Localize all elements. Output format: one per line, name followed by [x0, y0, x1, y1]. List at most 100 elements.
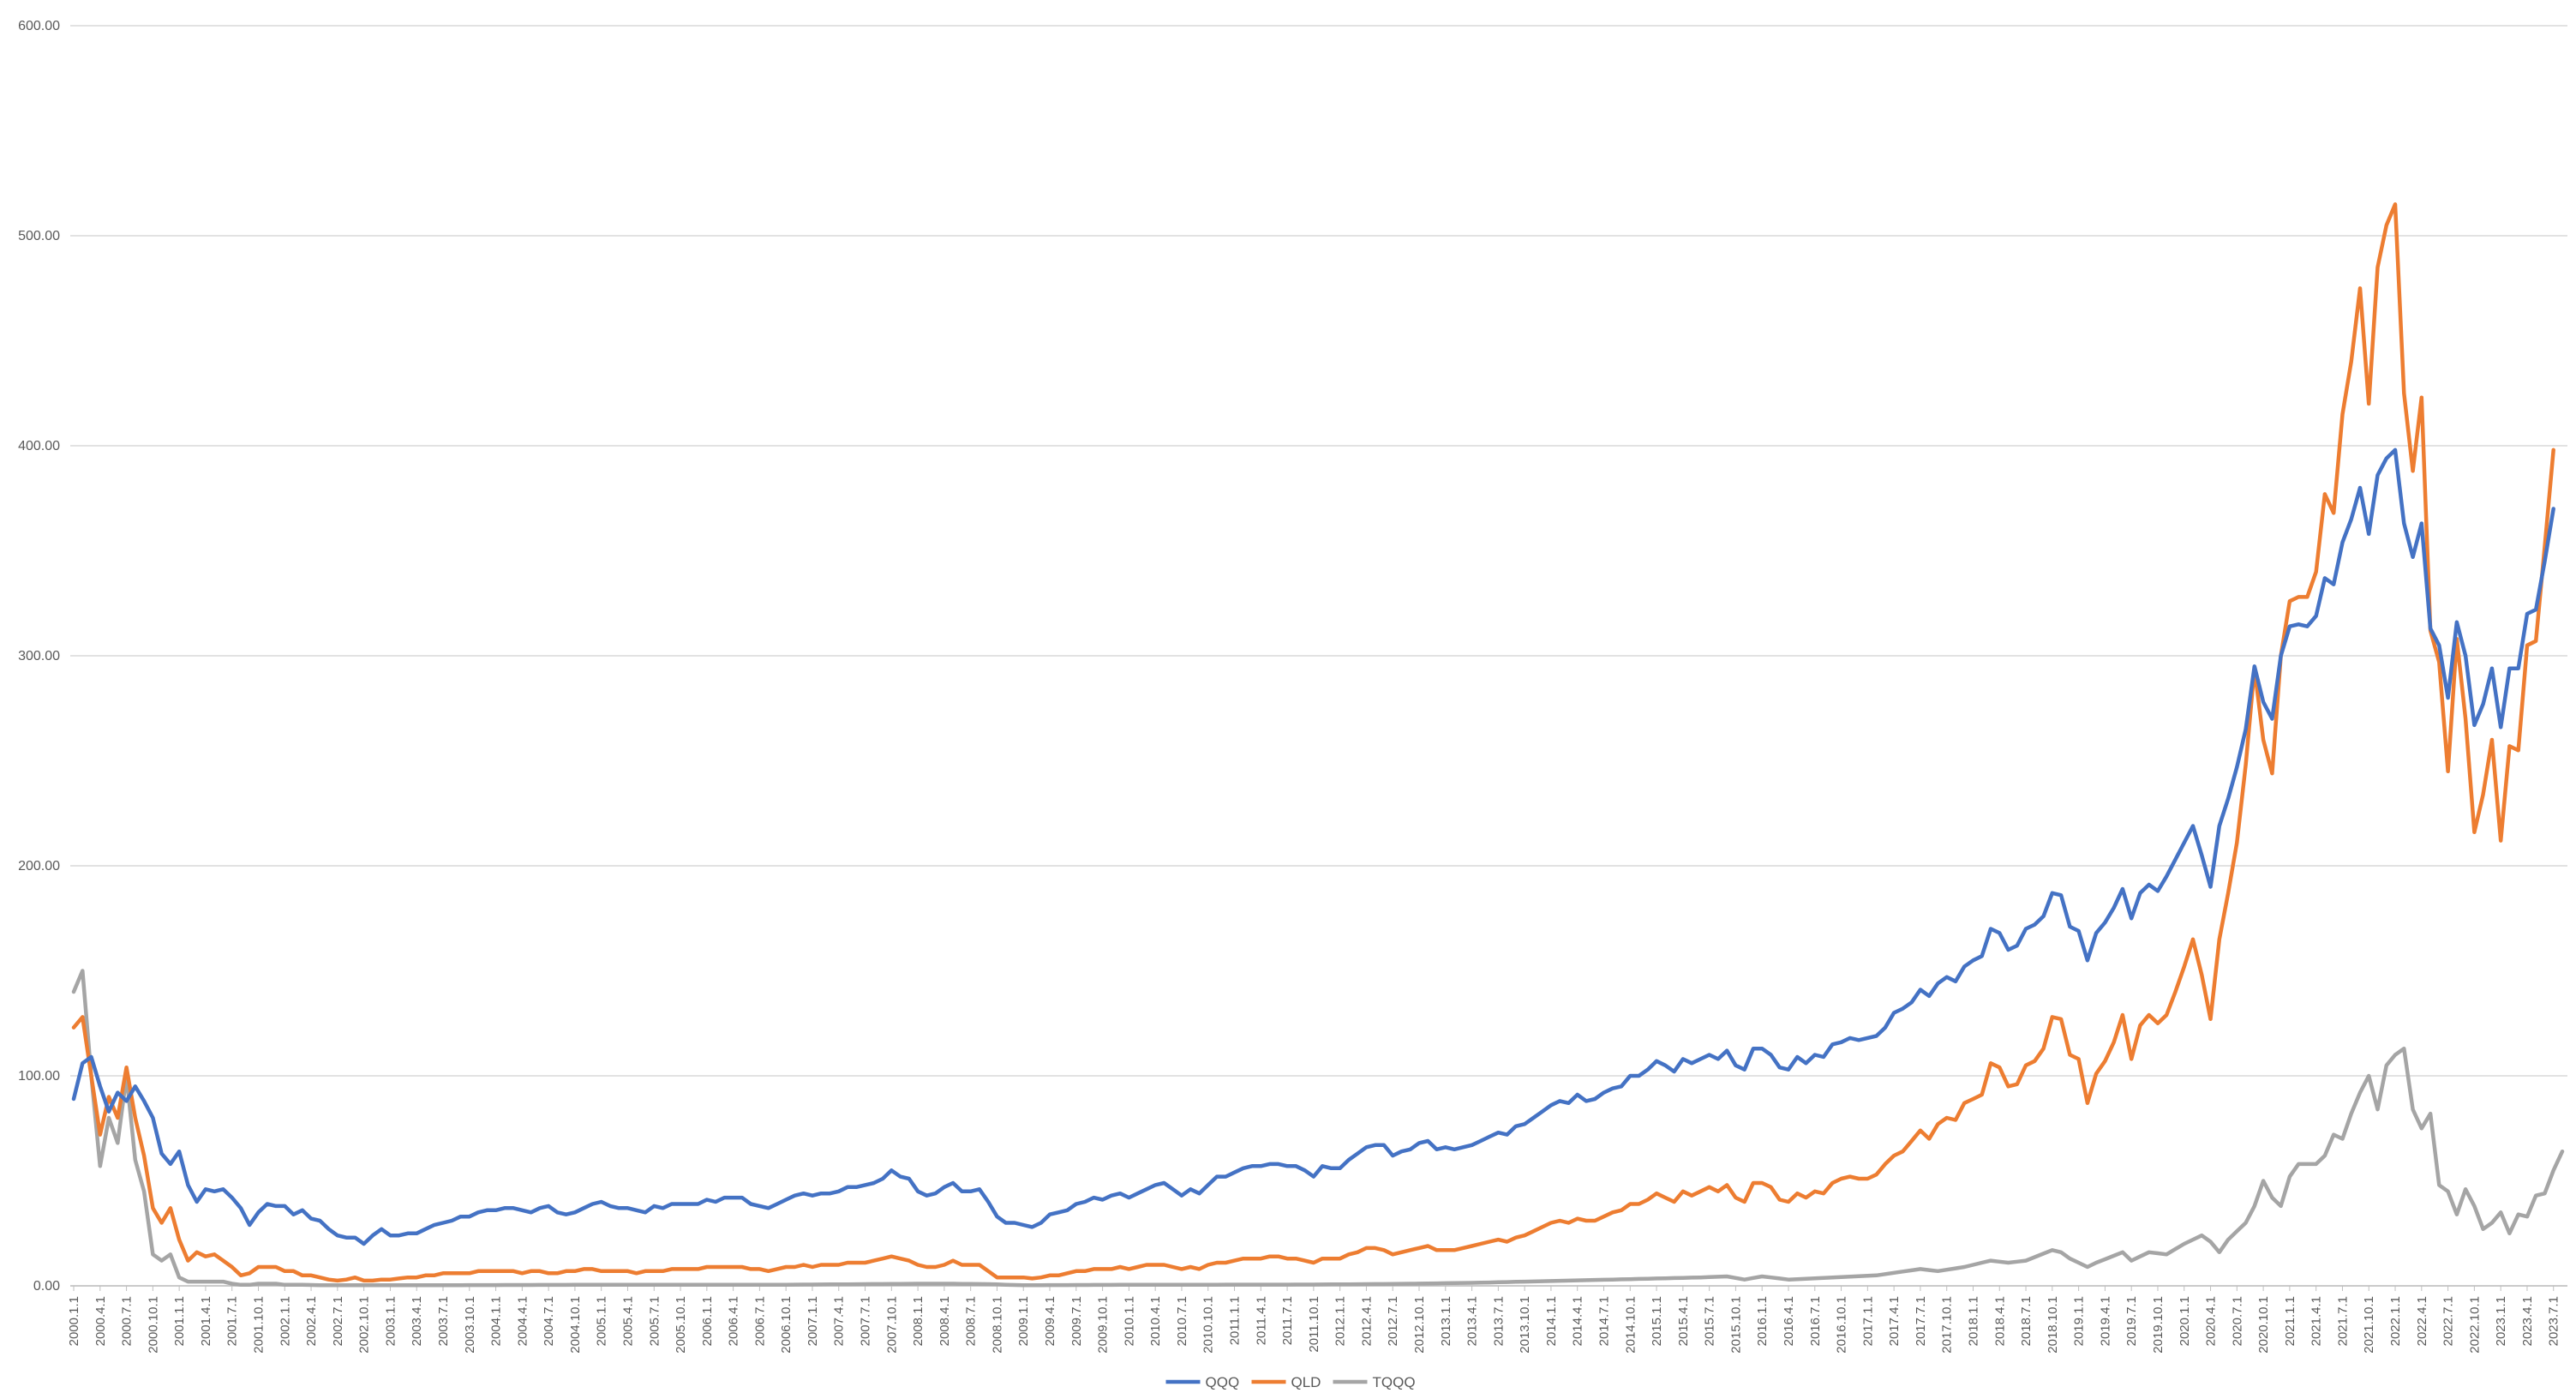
- y-tick-label: 0.00: [33, 1279, 60, 1294]
- x-tick-label: 2007.7.1: [859, 1296, 873, 1346]
- x-tick-label: 2009.10.1: [1096, 1296, 1111, 1354]
- x-tick-label: 2020.1.1: [2178, 1296, 2192, 1346]
- x-tick-label: 2006.1.1: [700, 1296, 715, 1346]
- x-tick-label: 2009.1.1: [1016, 1296, 1031, 1346]
- legend-label: QLD: [1291, 1374, 1321, 1390]
- x-tick-label: 2008.7.1: [964, 1296, 979, 1346]
- x-tick-label: 2007.10.1: [884, 1296, 899, 1354]
- y-axis-ticks: 0.00 100.00 200.00 300.00 400.00 500.00 600.00: [18, 19, 60, 1294]
- x-tick-label: 2021.10.1: [2362, 1296, 2376, 1354]
- x-tick-label: 2003.10.1: [463, 1296, 477, 1354]
- x-tick-label: 2003.4.1: [410, 1296, 424, 1346]
- x-tick-label: 2023.1.1: [2494, 1296, 2508, 1346]
- x-tick-label: 2018.10.1: [2046, 1296, 2060, 1354]
- series-line-qld: [71, 202, 2555, 1283]
- x-tick-label: 2023.4.1: [2520, 1296, 2535, 1346]
- x-tick-label: 2015.10.1: [1728, 1296, 1743, 1354]
- legend: QQQ QLD TQQQ: [1165, 1374, 1416, 1390]
- x-tick-label: 2001.7.1: [225, 1296, 240, 1346]
- x-tick-label: 2013.1.1: [1439, 1296, 1453, 1346]
- x-tick-label: 2016.1.1: [1755, 1296, 1770, 1346]
- x-tick-label: 2006.10.1: [779, 1296, 794, 1354]
- x-tick-label: 2013.7.1: [1491, 1296, 1506, 1346]
- x-tick-label: 2021.7.1: [2335, 1296, 2350, 1346]
- x-tick-label: 2017.4.1: [1887, 1296, 1902, 1346]
- x-tick-label: 2012.10.1: [1412, 1296, 1427, 1354]
- x-tick-label: 2000.10.1: [146, 1296, 160, 1354]
- x-tick-label: 2020.10.1: [2256, 1296, 2271, 1354]
- x-tick-label: 2020.7.1: [2230, 1296, 2244, 1346]
- legend-item-qld: QLD: [1251, 1374, 1321, 1390]
- x-tick-label: 2007.4.1: [832, 1296, 847, 1346]
- y-tick-label: 100.00: [18, 1069, 60, 1084]
- x-tick-label: 2002.10.1: [357, 1296, 372, 1354]
- x-tick-label: 2012.7.1: [1386, 1296, 1400, 1346]
- x-tick-label: 2002.1.1: [278, 1296, 292, 1346]
- legend-item-qqq: QQQ: [1165, 1374, 1240, 1390]
- x-tick-label: 2016.4.1: [1782, 1296, 1796, 1346]
- x-tick-label: 2002.4.1: [304, 1296, 319, 1346]
- x-tick-label: 2009.4.1: [1043, 1296, 1057, 1346]
- y-tick-label: 300.00: [18, 649, 60, 663]
- x-tick-label: 2008.1.1: [911, 1296, 926, 1346]
- legend-item-tqqq: TQQQ: [1333, 1374, 1416, 1390]
- x-tick-label: 2000.1.1: [67, 1296, 81, 1346]
- x-tick-label: 2006.4.1: [727, 1296, 741, 1346]
- x-tick-label: 2022.4.1: [2415, 1296, 2429, 1346]
- x-tick-label: 2001.10.1: [251, 1296, 266, 1354]
- x-tick-label: 2011.7.1: [1280, 1296, 1295, 1345]
- x-tick-label: 2021.4.1: [2309, 1296, 2324, 1346]
- x-tick-label: 2019.7.1: [2124, 1296, 2139, 1346]
- x-tick-label: 2009.7.1: [1069, 1296, 1084, 1346]
- x-tick-label: 2011.1.1: [1228, 1296, 1243, 1345]
- legend-label: QQQ: [1206, 1374, 1240, 1390]
- x-tick-label: 2004.4.1: [515, 1296, 530, 1346]
- x-tick-label: 2017.10.1: [1940, 1296, 1955, 1354]
- y-tick-label: 500.00: [18, 229, 60, 243]
- x-tick-label: 2001.4.1: [199, 1296, 213, 1346]
- x-tick-label: 2005.1.1: [595, 1296, 609, 1346]
- x-tick-label: 2010.4.1: [1148, 1296, 1163, 1346]
- x-tick-label: 2017.1.1: [1860, 1296, 1875, 1346]
- x-tick-label: 2012.4.1: [1359, 1296, 1374, 1346]
- x-tick-label: 2006.7.1: [752, 1296, 767, 1346]
- x-tick-label: 2011.4.1: [1254, 1296, 1268, 1345]
- x-tick-label: 2015.4.1: [1676, 1296, 1691, 1346]
- legend-label: TQQQ: [1373, 1374, 1416, 1390]
- x-tick-label: 2000.7.1: [120, 1296, 135, 1346]
- x-tick-label: 2011.10.1: [1307, 1296, 1321, 1353]
- x-tick-label: 2016.10.1: [1835, 1296, 1849, 1354]
- x-tick-label: 2005.10.1: [674, 1296, 688, 1354]
- series-line-tqqq: [71, 969, 2565, 1288]
- y-tick-label: 400.00: [18, 439, 60, 453]
- x-tick-label: 2004.7.1: [542, 1296, 556, 1346]
- x-tick-label: 2018.1.1: [1966, 1296, 1980, 1346]
- x-tick-label: 2014.7.1: [1597, 1296, 1611, 1346]
- x-tick-label: 2014.4.1: [1571, 1296, 1585, 1346]
- x-tick-label: 2013.10.1: [1518, 1296, 1532, 1354]
- x-tick-label: 2010.10.1: [1201, 1296, 1216, 1354]
- x-tick-label: 2015.1.1: [1650, 1296, 1664, 1346]
- x-tick-label: 2000.4.1: [93, 1296, 108, 1346]
- x-tick-label: 2022.7.1: [2441, 1296, 2456, 1346]
- x-tick-label: 2022.1.1: [2388, 1296, 2403, 1346]
- x-tick-label: 2016.7.1: [1808, 1296, 1823, 1346]
- x-tick-label: 2001.1.1: [172, 1296, 187, 1346]
- x-tick-label: 2004.10.1: [568, 1296, 583, 1354]
- x-tick-label: 2021.1.1: [2283, 1296, 2297, 1346]
- series-line-qqq: [71, 447, 2555, 1246]
- x-tick-label: 2010.1.1: [1122, 1296, 1136, 1346]
- x-axis-ticks: 2000.1.1 2000.4.1 2000.7.1 2000.10.1 2001.1.…: [67, 1286, 2561, 1354]
- x-tick-label: 2003.7.1: [436, 1296, 451, 1346]
- x-tick-label: 2018.4.1: [1992, 1296, 2007, 1346]
- series-lines: [71, 202, 2565, 1288]
- x-tick-label: 2008.4.1: [938, 1296, 952, 1346]
- x-tick-label: 2022.10.1: [2467, 1296, 2482, 1354]
- x-tick-label: 2020.4.1: [2204, 1296, 2219, 1346]
- x-tick-label: 2002.7.1: [331, 1296, 345, 1346]
- x-tick-label: 2012.1.1: [1333, 1296, 1348, 1346]
- y-tick-label: 200.00: [18, 859, 60, 874]
- x-tick-label: 2005.7.1: [647, 1296, 662, 1346]
- x-tick-label: 2014.1.1: [1544, 1296, 1559, 1346]
